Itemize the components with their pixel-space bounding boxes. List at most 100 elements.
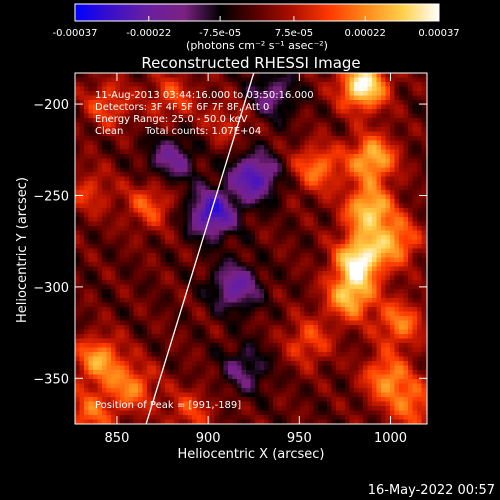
- heatmap-cell: [165, 118, 170, 123]
- heatmap-cell: [196, 163, 202, 168]
- heatmap-cell: [124, 131, 130, 137]
- heatmap-cell: [318, 325, 323, 330]
- heatmap-cell: [138, 334, 143, 339]
- heatmap-cell: [232, 100, 238, 105]
- heatmap-cell: [178, 253, 184, 258]
- heatmap-cell: [421, 307, 427, 312]
- heatmap-cell: [196, 167, 202, 173]
- heatmap-cell: [408, 334, 413, 339]
- heatmap-cell: [102, 194, 107, 200]
- heatmap-cell: [331, 325, 337, 330]
- heatmap-cell: [84, 257, 89, 263]
- heatmap-cell: [187, 235, 193, 240]
- heatmap-cell: [354, 347, 359, 353]
- heatmap-cell: [84, 158, 89, 164]
- heatmap-cell: [304, 311, 310, 317]
- heatmap-cell: [372, 284, 377, 290]
- heatmap-cell: [300, 217, 305, 222]
- heatmap-cell: [196, 343, 202, 348]
- heatmap-cell: [106, 271, 112, 276]
- heatmap-cell: [183, 212, 188, 218]
- heatmap-cell: [214, 217, 220, 222]
- heatmap-cell: [147, 208, 152, 213]
- heatmap-cell: [174, 136, 179, 141]
- heatmap-cell: [250, 334, 256, 339]
- heatmap-cell: [349, 77, 355, 83]
- heatmap-cell: [183, 95, 188, 101]
- heatmap-cell: [84, 145, 89, 150]
- heatmap-cell: [286, 203, 292, 209]
- heatmap-cell: [354, 334, 359, 339]
- heatmap-cell: [111, 190, 116, 195]
- heatmap-cell: [385, 316, 391, 321]
- heatmap-cell: [142, 104, 148, 110]
- heatmap-cell: [286, 235, 292, 240]
- heatmap-cell: [390, 320, 395, 326]
- heatmap-cell: [138, 302, 143, 308]
- heatmap-cell: [187, 194, 193, 200]
- heatmap-cell: [187, 185, 193, 191]
- heatmap-cell: [250, 289, 256, 294]
- heatmap-cell: [201, 230, 206, 236]
- heatmap-cell: [412, 181, 418, 186]
- heatmap-cell: [340, 176, 346, 182]
- heatmap-cell: [304, 208, 310, 213]
- heatmap-cell: [133, 280, 139, 285]
- heatmap-cell: [129, 217, 134, 222]
- heatmap-cell: [232, 113, 238, 119]
- heatmap-cell: [358, 257, 364, 263]
- heatmap-cell: [124, 194, 130, 200]
- heatmap-cell: [115, 320, 121, 326]
- heatmap-cell: [151, 73, 157, 78]
- heatmap-cell: [169, 122, 175, 128]
- heatmap-cell: [246, 307, 251, 312]
- heatmap-cell: [241, 73, 247, 78]
- heatmap-cell: [75, 226, 80, 231]
- heatmap-cell: [331, 302, 337, 308]
- heatmap-cell: [205, 284, 211, 290]
- heatmap-cell: [408, 203, 413, 209]
- heatmap-cell: [84, 298, 89, 303]
- heatmap-cell: [264, 113, 269, 119]
- heatmap-cell: [115, 118, 121, 123]
- heatmap-cell: [120, 235, 125, 240]
- heatmap-cell: [174, 316, 179, 321]
- heatmap-cell: [336, 167, 341, 173]
- heatmap-cell: [358, 334, 364, 339]
- heatmap-cell: [160, 176, 166, 182]
- heatmap-cell: [372, 352, 377, 357]
- heatmap-cell: [246, 257, 251, 263]
- heatmap-cell: [165, 158, 170, 164]
- heatmap-cell: [282, 284, 287, 290]
- heatmap-cell: [201, 275, 206, 281]
- heatmap-cell: [147, 320, 152, 326]
- heatmap-cell: [102, 95, 107, 101]
- heatmap-cell: [93, 118, 98, 123]
- heatmap-cell: [408, 307, 413, 312]
- heatmap-cell: [309, 266, 314, 272]
- heatmap-cell: [138, 208, 143, 213]
- heatmap-cell: [210, 194, 215, 200]
- heatmap-cell: [385, 118, 391, 123]
- heatmap-cell: [376, 311, 382, 317]
- heatmap-cell: [120, 86, 125, 92]
- heatmap-cell: [183, 248, 188, 254]
- heatmap-cell: [201, 325, 206, 330]
- heatmap-cell: [129, 104, 134, 110]
- heatmap-cell: [246, 334, 251, 339]
- heatmap-cell: [259, 325, 265, 330]
- heatmap-cell: [358, 181, 364, 186]
- heatmap-cell: [318, 302, 323, 308]
- heatmap-cell: [214, 271, 220, 276]
- heatmap-cell: [124, 190, 130, 195]
- heatmap-cell: [390, 334, 395, 339]
- heatmap-cell: [93, 262, 98, 267]
- heatmap-cell: [237, 307, 242, 312]
- heatmap-cell: [354, 163, 359, 168]
- heatmap-cell: [169, 221, 175, 227]
- heatmap-cell: [408, 320, 413, 326]
- heatmap-cell: [322, 154, 328, 159]
- heatmap-cell: [376, 325, 382, 330]
- heatmap-cell: [295, 293, 301, 299]
- heatmap-cell: [192, 190, 197, 195]
